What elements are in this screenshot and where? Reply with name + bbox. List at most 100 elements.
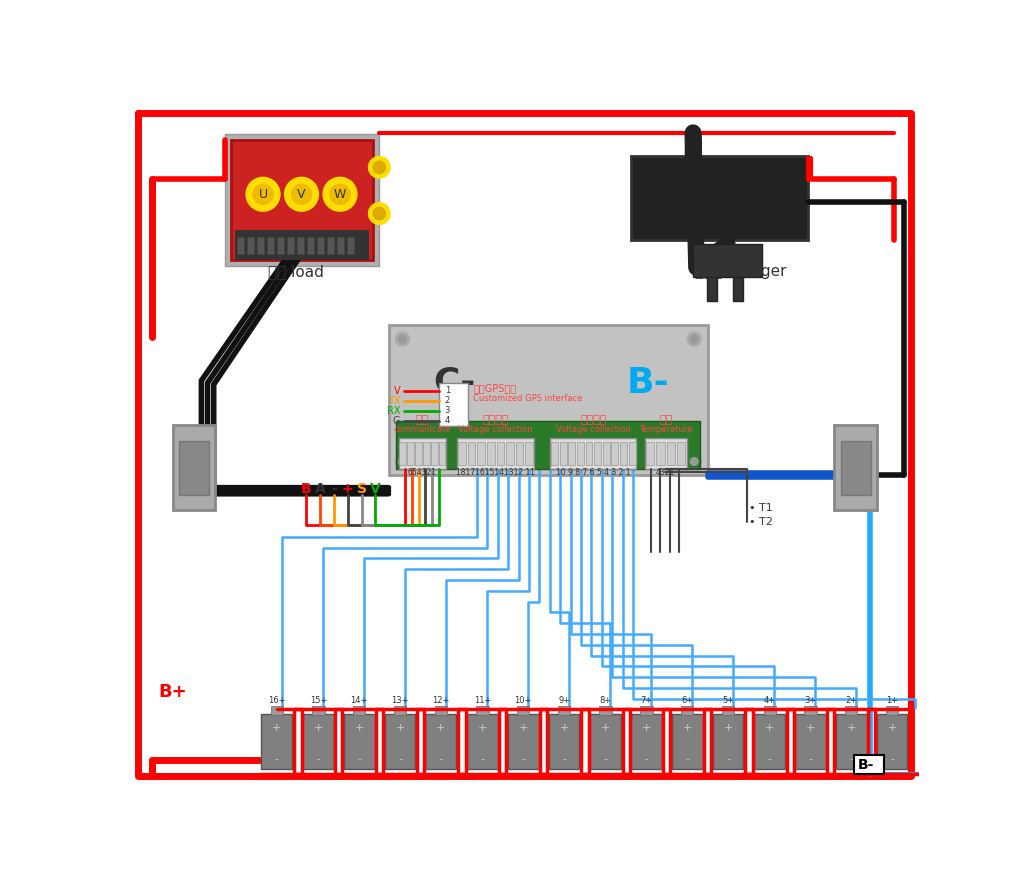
Text: 2+: 2+ bbox=[845, 696, 857, 705]
Bar bbox=[672, 714, 702, 769]
Bar bbox=[353, 707, 366, 714]
Text: 4321: 4321 bbox=[656, 468, 676, 477]
Bar bbox=[841, 440, 870, 494]
Bar bbox=[337, 237, 344, 254]
Bar bbox=[287, 237, 294, 254]
Text: 9+: 9+ bbox=[558, 696, 570, 705]
Bar bbox=[224, 134, 379, 266]
Text: +: + bbox=[806, 723, 815, 733]
Text: 8+: 8+ bbox=[599, 696, 611, 705]
Bar bbox=[297, 237, 304, 254]
Text: V: V bbox=[393, 386, 400, 396]
Text: -: - bbox=[357, 753, 361, 764]
Text: 负载 load: 负载 load bbox=[268, 263, 324, 278]
Bar bbox=[173, 426, 215, 510]
Bar bbox=[713, 714, 743, 769]
Bar bbox=[656, 442, 665, 465]
Text: 充电器 charger: 充电器 charger bbox=[695, 263, 786, 278]
Bar bbox=[640, 707, 652, 714]
Bar bbox=[677, 442, 685, 465]
Text: +: + bbox=[559, 723, 568, 733]
Bar bbox=[237, 237, 244, 254]
Bar bbox=[327, 237, 334, 254]
Bar bbox=[603, 442, 609, 465]
Text: -: - bbox=[562, 753, 566, 764]
Bar bbox=[525, 442, 534, 465]
Text: 电压采集: 电压采集 bbox=[482, 415, 509, 425]
Text: +: + bbox=[847, 723, 856, 733]
Text: -: - bbox=[685, 753, 689, 764]
Bar bbox=[425, 714, 457, 769]
Bar bbox=[467, 714, 498, 769]
Text: 16+: 16+ bbox=[268, 696, 286, 705]
Text: 4: 4 bbox=[444, 416, 450, 426]
Text: 1+: 1+ bbox=[886, 696, 898, 705]
Text: 654321: 654321 bbox=[408, 468, 437, 477]
Text: -: - bbox=[331, 482, 337, 496]
Text: -: - bbox=[849, 753, 853, 764]
Bar bbox=[594, 442, 601, 465]
Circle shape bbox=[398, 335, 407, 343]
Bar bbox=[347, 237, 354, 254]
Bar bbox=[415, 442, 422, 465]
Text: U: U bbox=[258, 188, 267, 201]
Bar bbox=[394, 707, 407, 714]
Text: +: + bbox=[518, 723, 528, 733]
Bar bbox=[458, 442, 466, 465]
Text: +: + bbox=[765, 723, 774, 733]
Text: 3: 3 bbox=[444, 406, 451, 415]
Bar bbox=[438, 383, 468, 426]
Bar bbox=[586, 442, 593, 465]
Bar bbox=[303, 714, 334, 769]
Bar bbox=[645, 439, 686, 470]
Text: 11+: 11+ bbox=[474, 696, 492, 705]
Text: 12+: 12+ bbox=[432, 696, 450, 705]
Circle shape bbox=[395, 332, 410, 346]
Bar bbox=[276, 237, 284, 254]
Text: Customized GPS interface: Customized GPS interface bbox=[473, 394, 583, 403]
Circle shape bbox=[373, 161, 385, 174]
Bar bbox=[629, 442, 636, 465]
Bar bbox=[468, 442, 475, 465]
Bar bbox=[179, 440, 209, 494]
Bar bbox=[396, 421, 700, 470]
Circle shape bbox=[292, 184, 311, 204]
Bar bbox=[568, 442, 575, 465]
Bar bbox=[733, 277, 743, 301]
Bar bbox=[497, 442, 504, 465]
Text: +: + bbox=[313, 723, 324, 733]
Circle shape bbox=[687, 332, 701, 346]
Text: TX: TX bbox=[387, 396, 400, 405]
Text: 13+: 13+ bbox=[391, 696, 409, 705]
Text: V: V bbox=[370, 482, 381, 496]
Bar bbox=[257, 237, 264, 254]
Bar bbox=[681, 707, 693, 714]
Text: +: + bbox=[272, 723, 282, 733]
Bar bbox=[835, 426, 877, 510]
Text: B: B bbox=[301, 482, 311, 496]
Bar bbox=[551, 442, 558, 465]
Text: • T1: • T1 bbox=[749, 503, 773, 513]
Bar bbox=[344, 714, 375, 769]
Bar bbox=[486, 442, 495, 465]
Circle shape bbox=[323, 177, 357, 211]
Bar bbox=[599, 707, 611, 714]
Text: 电压采集: 电压采集 bbox=[580, 415, 606, 425]
Bar bbox=[560, 442, 566, 465]
Bar bbox=[234, 231, 370, 260]
Text: +: + bbox=[723, 723, 733, 733]
Bar bbox=[477, 442, 485, 465]
Bar bbox=[646, 442, 654, 465]
Text: G: G bbox=[392, 416, 400, 426]
Text: -: - bbox=[521, 753, 525, 764]
Bar bbox=[307, 237, 313, 254]
Text: -: - bbox=[604, 753, 607, 764]
Text: -: - bbox=[768, 753, 772, 764]
Bar bbox=[435, 707, 447, 714]
Circle shape bbox=[369, 203, 390, 225]
Bar bbox=[631, 714, 662, 769]
Text: -: - bbox=[890, 753, 894, 764]
Bar bbox=[261, 714, 292, 769]
Text: +: + bbox=[395, 723, 404, 733]
Text: -: - bbox=[274, 753, 279, 764]
